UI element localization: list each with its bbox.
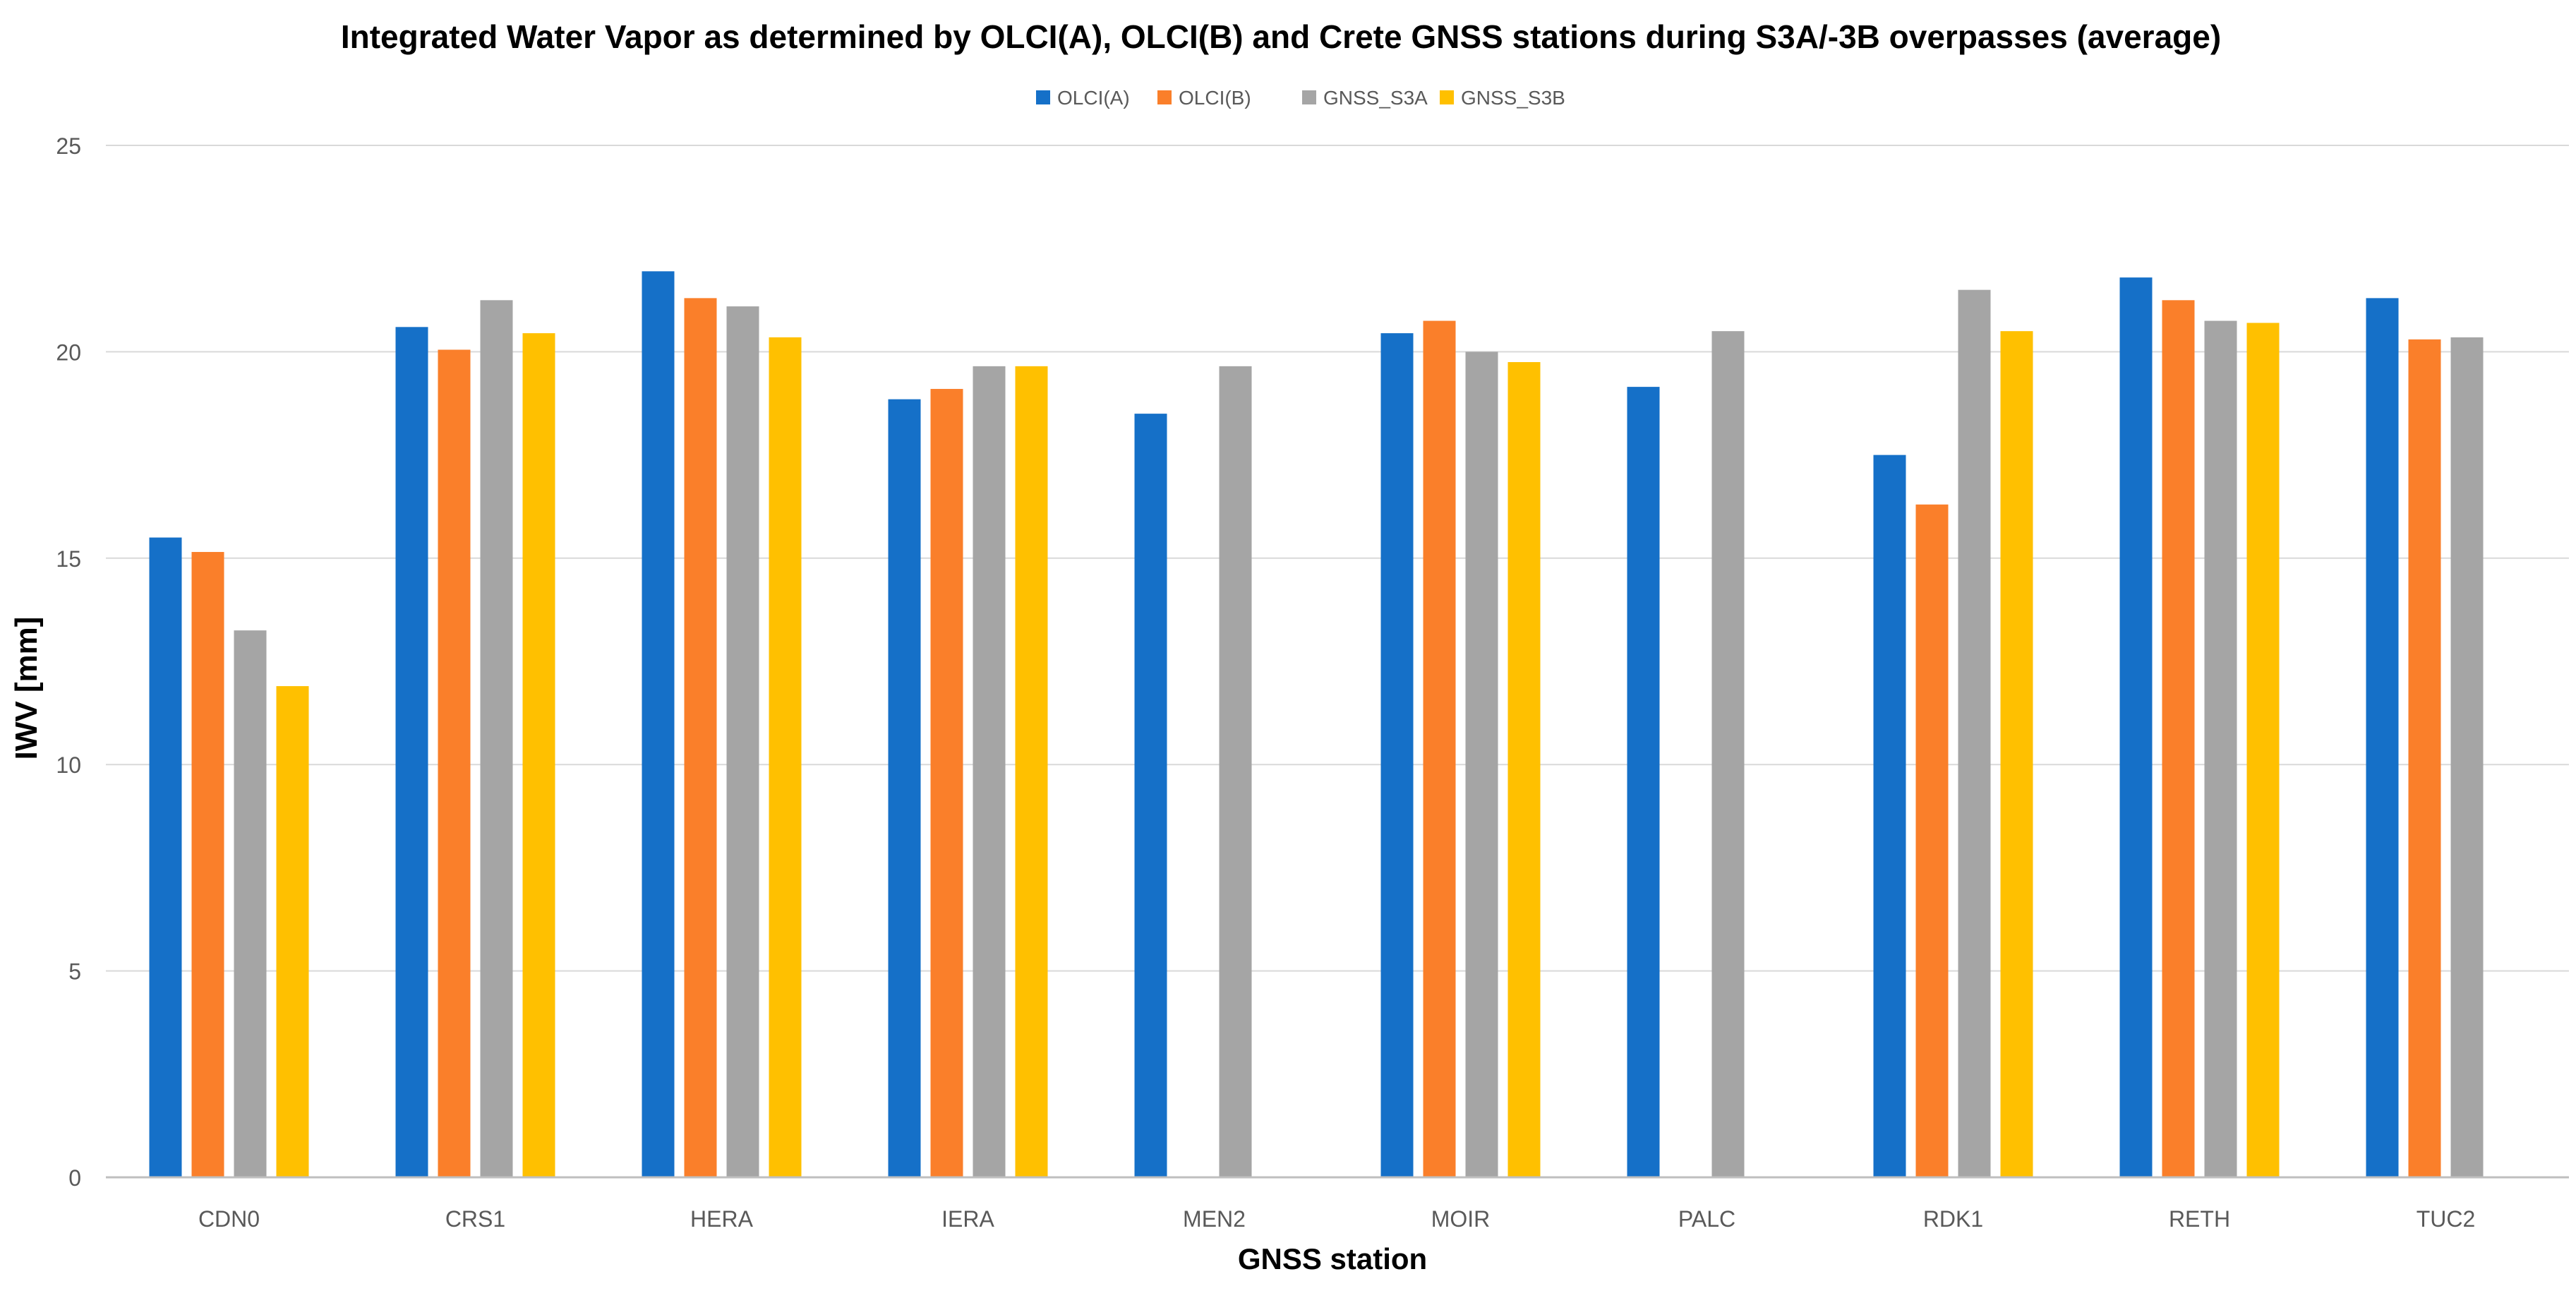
x-tick-label: HERA [690, 1206, 754, 1232]
bar-gnss-s3b [276, 686, 309, 1177]
bar-gnss-s3b [1015, 366, 1048, 1178]
legend-label: GNSS_S3B [1461, 87, 1565, 109]
bar-olci-b- [438, 349, 471, 1177]
x-axis-ticks: CDN0 CRS1 HERA IERA MEN2 MOIR PALC RDK1 RETH TUC2 [198, 1206, 2475, 1232]
x-tick-label: TUC2 [2416, 1206, 2476, 1232]
bar-gnss-s3a [973, 366, 1006, 1178]
x-tick-label: PALC [1678, 1206, 1735, 1232]
y-axis-label: IWV [mm] [9, 617, 44, 760]
y-tick-label: 15 [56, 546, 81, 572]
bar-gnss-s3a [1219, 366, 1252, 1178]
bar-gnss-s3b [2246, 323, 2280, 1177]
bar-gnss-s3a [1465, 351, 1498, 1177]
x-tick-label: MEN2 [1183, 1206, 1246, 1232]
bar-gnss-s3a [726, 306, 759, 1177]
legend-swatch [1036, 90, 1050, 104]
bar-olci-a- [395, 327, 428, 1177]
x-axis-label: GNSS station [1238, 1242, 1427, 1275]
bar-olci-b- [1915, 504, 1949, 1177]
y-tick-label: 0 [68, 1165, 81, 1191]
y-tick-label: 20 [56, 339, 81, 365]
bar-gnss-s3a [1711, 331, 1745, 1177]
y-tick-label: 5 [68, 959, 81, 985]
bar-gnss-s3a [1958, 289, 1991, 1178]
x-tick-label: RDK1 [1923, 1206, 1983, 1232]
x-tick-label: MOIR [1431, 1206, 1491, 1232]
bar-gnss-s3b [1507, 362, 1541, 1177]
bar-olci-a- [1134, 414, 1167, 1177]
legend: OLCI(A) OLCI(B) GNSS_S3A GNSS_S3B [1036, 87, 1565, 109]
legend-label: GNSS_S3A [1323, 87, 1428, 109]
bar-olci-a- [2366, 298, 2399, 1178]
legend-label: OLCI(B) [1179, 87, 1251, 109]
bar-gnss-s3b [2000, 331, 2033, 1177]
bar-olci-b- [2408, 339, 2441, 1178]
bar-olci-b- [684, 298, 717, 1178]
bar-olci-b- [191, 552, 224, 1177]
bar-olci-a- [1873, 455, 1906, 1177]
bar-olci-a- [1627, 387, 1660, 1178]
legend-label: OLCI(A) [1057, 87, 1130, 109]
x-tick-label: CRS1 [445, 1206, 505, 1232]
bar-olci-b- [930, 389, 963, 1177]
y-axis-ticks: 0 5 10 15 20 25 [56, 133, 81, 1191]
bar-gnss-s3b [769, 337, 802, 1177]
bar-olci-a- [1380, 333, 1414, 1178]
bar-olci-a- [642, 271, 675, 1177]
x-tick-label: IERA [941, 1206, 994, 1232]
y-tick-label: 10 [56, 752, 81, 778]
bar-olci-a- [2119, 277, 2153, 1177]
x-tick-label: CDN0 [198, 1206, 260, 1232]
bars [149, 271, 2484, 1178]
bar-olci-b- [2162, 300, 2195, 1177]
bar-gnss-s3a [480, 300, 513, 1177]
bar-gnss-s3b [522, 333, 555, 1178]
legend-swatch [1157, 90, 1172, 104]
bar-gnss-s3a [2450, 337, 2484, 1177]
bar-olci-a- [888, 399, 921, 1177]
bar-gnss-s3a [234, 630, 267, 1177]
y-tick-label: 25 [56, 133, 81, 159]
bar-olci-a- [149, 537, 182, 1177]
legend-swatch [1440, 90, 1454, 104]
bar-gnss-s3a [2204, 320, 2237, 1177]
chart-title: Integrated Water Vapor as determined by … [341, 18, 2221, 55]
x-tick-label: RETH [2169, 1206, 2230, 1232]
gridlines [106, 145, 2569, 972]
legend-swatch [1302, 90, 1316, 104]
bar-olci-b- [1423, 320, 1456, 1177]
